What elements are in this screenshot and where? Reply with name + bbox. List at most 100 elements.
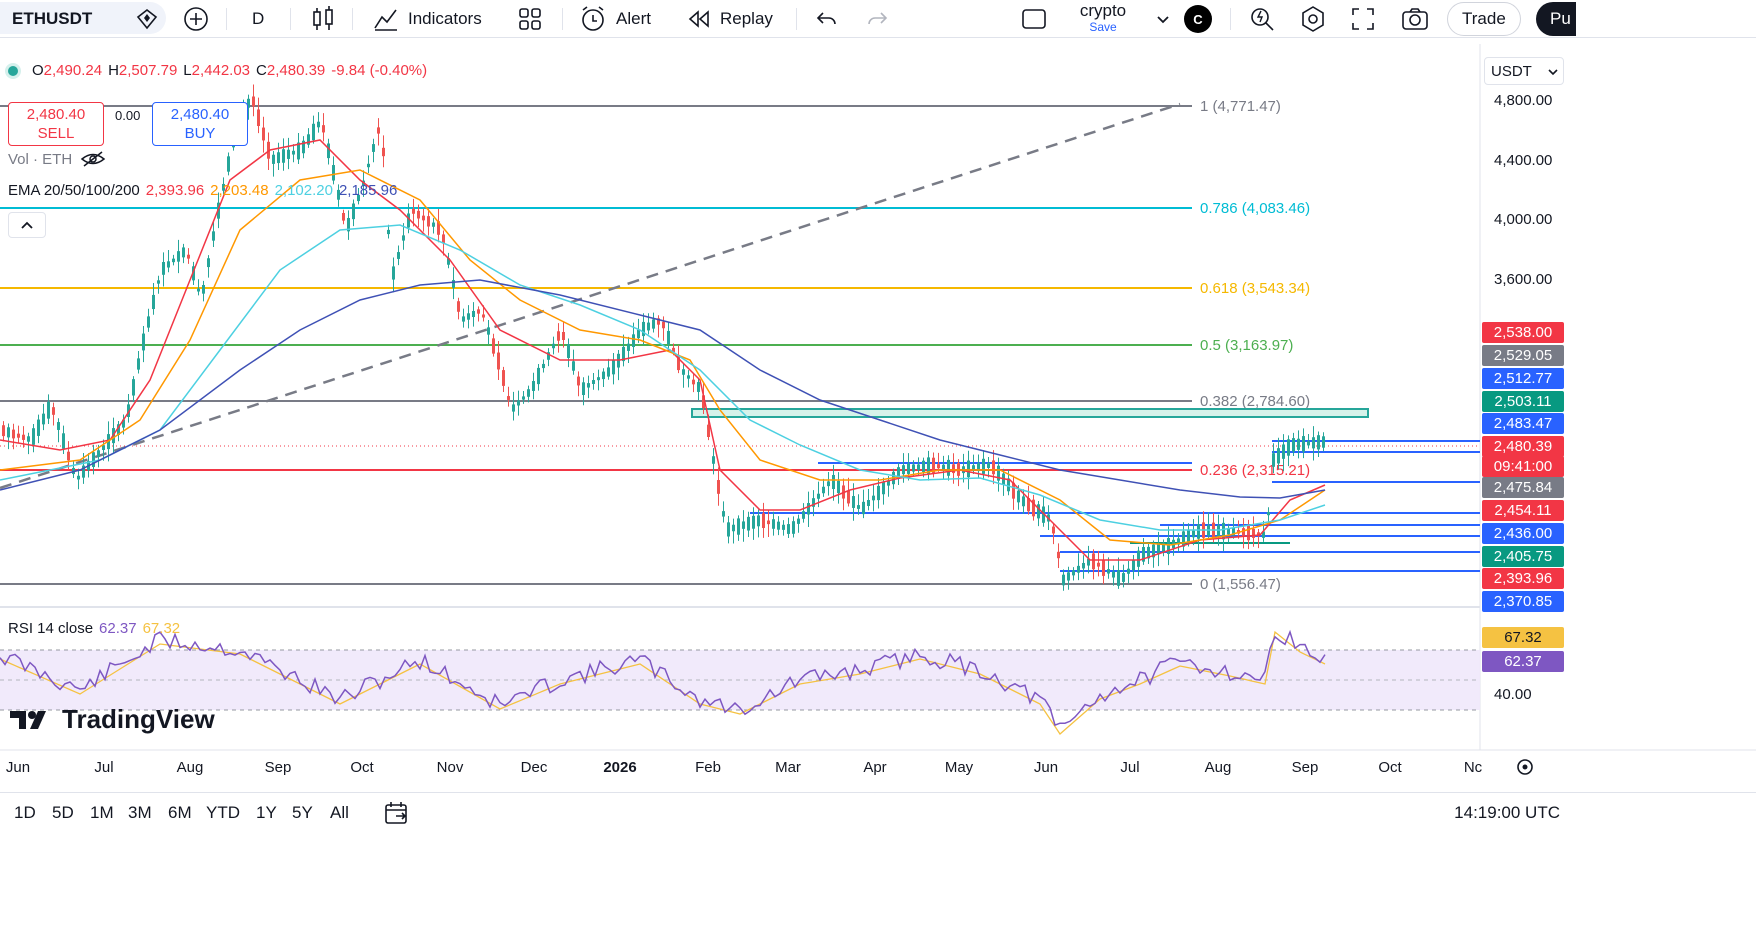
candle-body	[1322, 436, 1325, 448]
toolbar-divider	[562, 8, 563, 30]
fib-level-label: 1 (4,771.47)	[1200, 98, 1281, 115]
supply-zone-box	[691, 408, 1369, 418]
add-symbol-button[interactable]	[182, 0, 210, 38]
candle-body	[707, 424, 710, 437]
candle-body	[547, 352, 550, 360]
snapshot-button[interactable]	[1400, 0, 1430, 38]
price-scale-label: 2,483.47	[1482, 413, 1564, 434]
candle-body	[187, 254, 190, 259]
range-button-ytd[interactable]: YTD	[206, 803, 240, 822]
candle-body	[477, 309, 480, 314]
candle-body	[1092, 553, 1095, 570]
candle-body	[692, 379, 695, 385]
candle-body	[1242, 528, 1245, 537]
templates-button[interactable]	[516, 0, 544, 38]
candle-body	[632, 334, 635, 348]
candle-body	[1262, 531, 1265, 538]
redo-button[interactable]	[864, 0, 890, 38]
range-button-all[interactable]: All	[330, 803, 349, 822]
range-button-5d[interactable]: 5D	[52, 803, 74, 822]
ema-legend[interactable]: EMA 20/50/100/200 2,393.96 2,203.48 2,10…	[8, 182, 397, 199]
time-axis-label: Sep	[1292, 759, 1319, 776]
rsi-legend[interactable]: RSI 14 close 62.37 67.32	[8, 620, 180, 637]
range-button-1m[interactable]: 1M	[90, 803, 114, 822]
candle-body	[1182, 531, 1185, 547]
candle-body	[12, 429, 15, 439]
candle-body	[442, 234, 445, 244]
candle-body	[157, 280, 160, 284]
layout-name-button[interactable]: crypto Save	[1070, 0, 1136, 38]
candle-body	[472, 310, 475, 318]
candle-body	[447, 258, 450, 265]
settings-button[interactable]	[1298, 0, 1328, 38]
candle-body	[952, 464, 955, 474]
symbol-watch-icon[interactable]	[136, 8, 158, 35]
layout-menu-button[interactable]	[1154, 0, 1172, 38]
high-value: 2,507.79	[118, 62, 178, 79]
candle-body	[467, 313, 470, 320]
candle-body	[732, 524, 735, 532]
alert-button[interactable]: Alert	[578, 0, 651, 38]
chart-type-button[interactable]	[310, 0, 336, 38]
range-button-1d[interactable]: 1D	[14, 803, 36, 822]
candle-body	[1227, 528, 1230, 535]
price-axis-tick: 4,000.00	[1494, 211, 1552, 228]
user-avatar-button[interactable]: C	[1184, 0, 1212, 38]
candle-body	[457, 301, 460, 312]
candle-body	[1252, 528, 1255, 538]
candle-body	[227, 156, 230, 172]
fullscreen-button[interactable]	[1350, 0, 1376, 38]
collapse-legend-button[interactable]	[8, 212, 46, 238]
alert-label: Alert	[616, 9, 651, 28]
interval-button[interactable]: D	[252, 9, 265, 28]
tradingview-logo[interactable]: TradingView	[10, 704, 215, 735]
indicators-button[interactable]: Indicators	[372, 0, 482, 38]
date-range-button[interactable]	[382, 799, 410, 832]
candle-body	[742, 521, 745, 529]
replay-button[interactable]: Replay	[686, 0, 773, 38]
candle-body	[57, 422, 60, 430]
candle-body	[302, 140, 305, 154]
fullscreen-icon	[1352, 8, 1374, 30]
volume-legend[interactable]: Vol · ETH	[8, 150, 106, 168]
candle-body	[1297, 438, 1300, 450]
candle-body	[162, 262, 165, 275]
candle-body	[352, 203, 355, 220]
candle-body	[382, 147, 385, 157]
candle-body	[27, 436, 30, 442]
ema200-line	[0, 279, 1326, 499]
buy-button[interactable]: 2,480.40 BUY	[152, 102, 248, 146]
layout-toggle-button[interactable]	[1020, 0, 1048, 38]
candle-body	[137, 358, 140, 370]
time-axis-settings-icon-center	[1522, 764, 1528, 770]
candle-body	[387, 229, 390, 235]
quick-search-button[interactable]	[1248, 0, 1276, 38]
plus-circle-icon	[184, 7, 208, 31]
time-axis-label: Oct	[350, 759, 374, 776]
utc-clock[interactable]: 14:19:00 UTC	[1454, 803, 1560, 822]
sell-button[interactable]: 2,480.40 SELL	[8, 102, 104, 146]
trade-button[interactable]: Trade	[1447, 0, 1521, 38]
symbol-search[interactable]: ETHUSDT	[0, 2, 166, 34]
trade-label: Trade	[1447, 2, 1521, 36]
candle-body	[482, 314, 485, 318]
range-button-3m[interactable]: 3M	[128, 803, 152, 822]
undo-button[interactable]	[814, 0, 840, 38]
candle-body	[687, 375, 690, 379]
candle-body	[1157, 544, 1160, 555]
ema100-value: 2,102.20	[274, 182, 333, 199]
eye-hidden-icon[interactable]	[80, 150, 106, 168]
candle-body	[1152, 544, 1155, 558]
spread-value: 0.00	[115, 108, 141, 123]
candle-body	[682, 369, 685, 375]
candle-body	[912, 464, 915, 472]
range-button-6m[interactable]: 6M	[168, 803, 192, 822]
currency-select[interactable]: USDT	[1484, 57, 1564, 85]
candle-body	[1097, 562, 1100, 567]
range-button-1y[interactable]: 1Y	[256, 803, 277, 822]
range-button-5y[interactable]: 5Y	[292, 803, 313, 822]
price-scale-label: 2,393.96	[1482, 568, 1564, 589]
candle-body	[127, 404, 130, 417]
candle-body	[937, 464, 940, 469]
publish-button[interactable]: Pu	[1536, 0, 1576, 38]
